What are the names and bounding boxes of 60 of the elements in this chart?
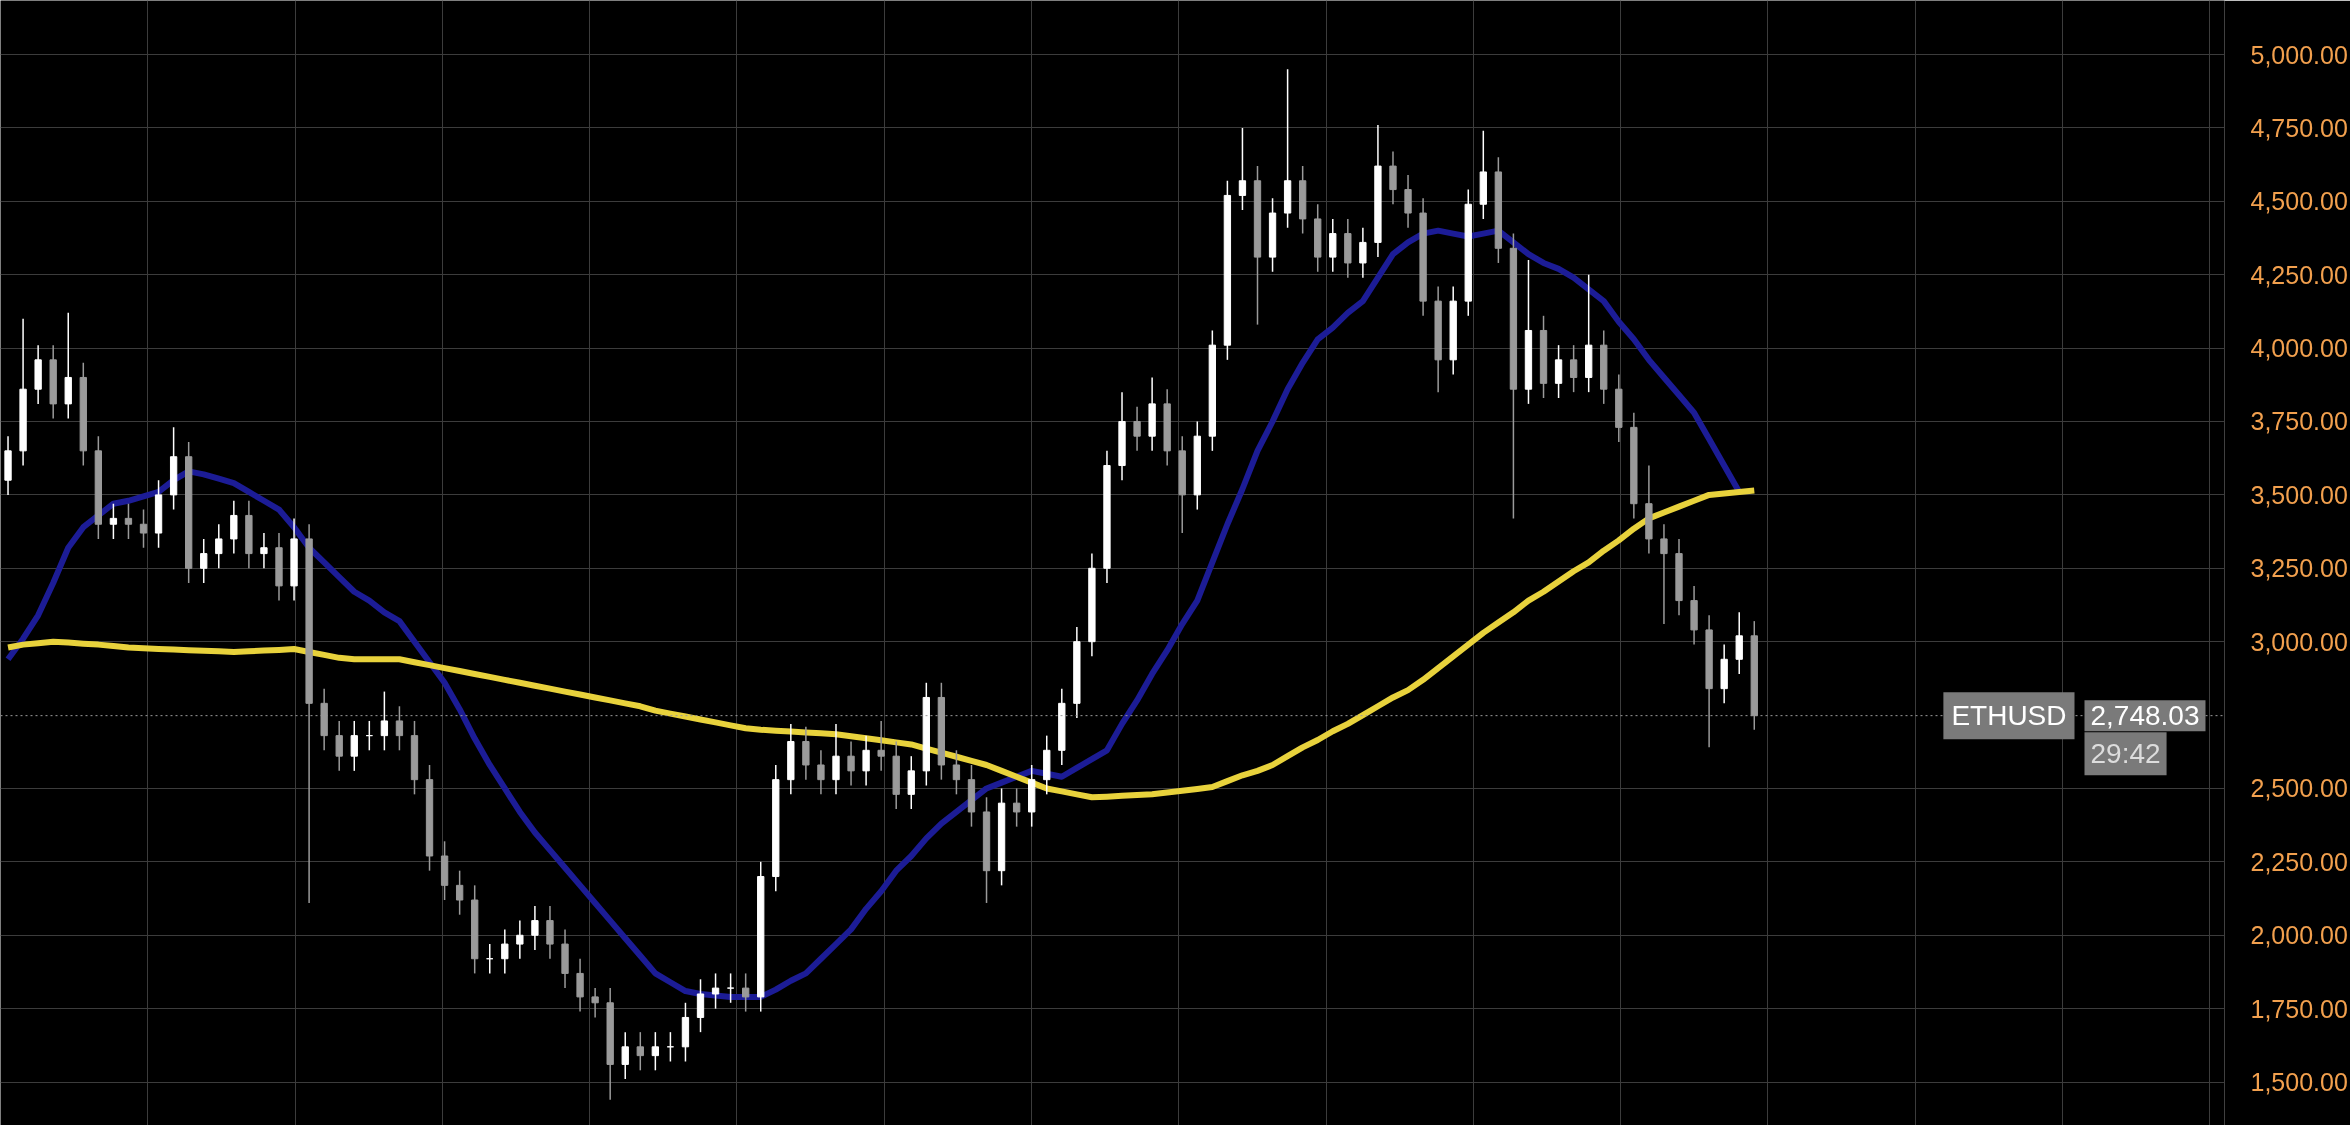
- candlestick: [1012, 787, 1021, 828]
- y-tick-label: 3,000.00: [2250, 627, 2348, 656]
- candlestick: [726, 972, 735, 1004]
- y-tick-label: 2,500.00: [2250, 774, 2348, 803]
- candlestick: [651, 1031, 660, 1072]
- candlestick: [350, 720, 358, 772]
- candlestick: [109, 502, 118, 540]
- candlestick: [742, 972, 750, 1013]
- candlestick: [907, 755, 915, 810]
- candlestick: [230, 500, 238, 555]
- y-tick-label: 3,250.00: [2250, 554, 2348, 583]
- candlestick: [1329, 218, 1337, 273]
- candlestick: [1735, 611, 1743, 675]
- candlestick: [546, 905, 554, 960]
- candlestick: [1569, 344, 1578, 393]
- candlestick: [862, 734, 870, 787]
- candlestick: [200, 538, 208, 584]
- candlestick: [1389, 150, 1397, 205]
- candlestick: [877, 720, 885, 772]
- y-tick-label: 4,750.00: [2250, 113, 2348, 142]
- candlestick: [576, 958, 584, 1013]
- y-tick-label: 5,000.00: [2250, 40, 2348, 69]
- candlestick: [260, 532, 268, 570]
- candlestick: [817, 749, 825, 796]
- candlestick: [621, 1031, 629, 1080]
- candlestick: [1359, 226, 1367, 279]
- text: 2,748.03: [2090, 700, 2200, 732]
- candlestick: [124, 502, 133, 540]
- candlestick: [832, 723, 840, 796]
- candlestick: [516, 919, 524, 960]
- y-tick-label: 1,750.00: [2250, 994, 2348, 1023]
- y-tick-label: 4,500.00: [2250, 187, 2348, 216]
- candlestick: [847, 740, 855, 787]
- candlestick: [1238, 127, 1247, 211]
- text: 29:42: [2090, 738, 2161, 770]
- candlestick: [1660, 523, 1668, 625]
- candlestick: [1554, 344, 1563, 399]
- candlestick: [1133, 406, 1141, 452]
- y-tick-label: 4,250.00: [2250, 260, 2348, 289]
- y-tick-label: 3,750.00: [2250, 407, 2348, 436]
- candlestick: [139, 508, 148, 549]
- candlestick: [952, 749, 961, 796]
- candlestick: [531, 905, 539, 951]
- candlestick: [591, 987, 599, 1019]
- y-tick-label: 2,000.00: [2250, 921, 2348, 950]
- y-tick-label: 4,000.00: [2250, 334, 2348, 363]
- candlestick: [711, 972, 720, 1010]
- y-tick-label: 1,500.00: [2250, 1068, 2348, 1097]
- candlestick: [335, 720, 343, 772]
- y-tick-label: 3,500.00: [2250, 480, 2348, 509]
- y-tick-label: 2,250.00: [2250, 847, 2348, 876]
- candlestick: [380, 690, 389, 752]
- ref-line-label: ETHUSD: [1951, 700, 2067, 732]
- candlestick: [636, 1031, 644, 1072]
- candlestick: [215, 523, 223, 570]
- candlestick: [802, 726, 810, 781]
- candlestick: [1404, 174, 1412, 229]
- candlestick: [696, 978, 705, 1033]
- candlestick: [501, 928, 509, 975]
- candlestick: [455, 869, 464, 916]
